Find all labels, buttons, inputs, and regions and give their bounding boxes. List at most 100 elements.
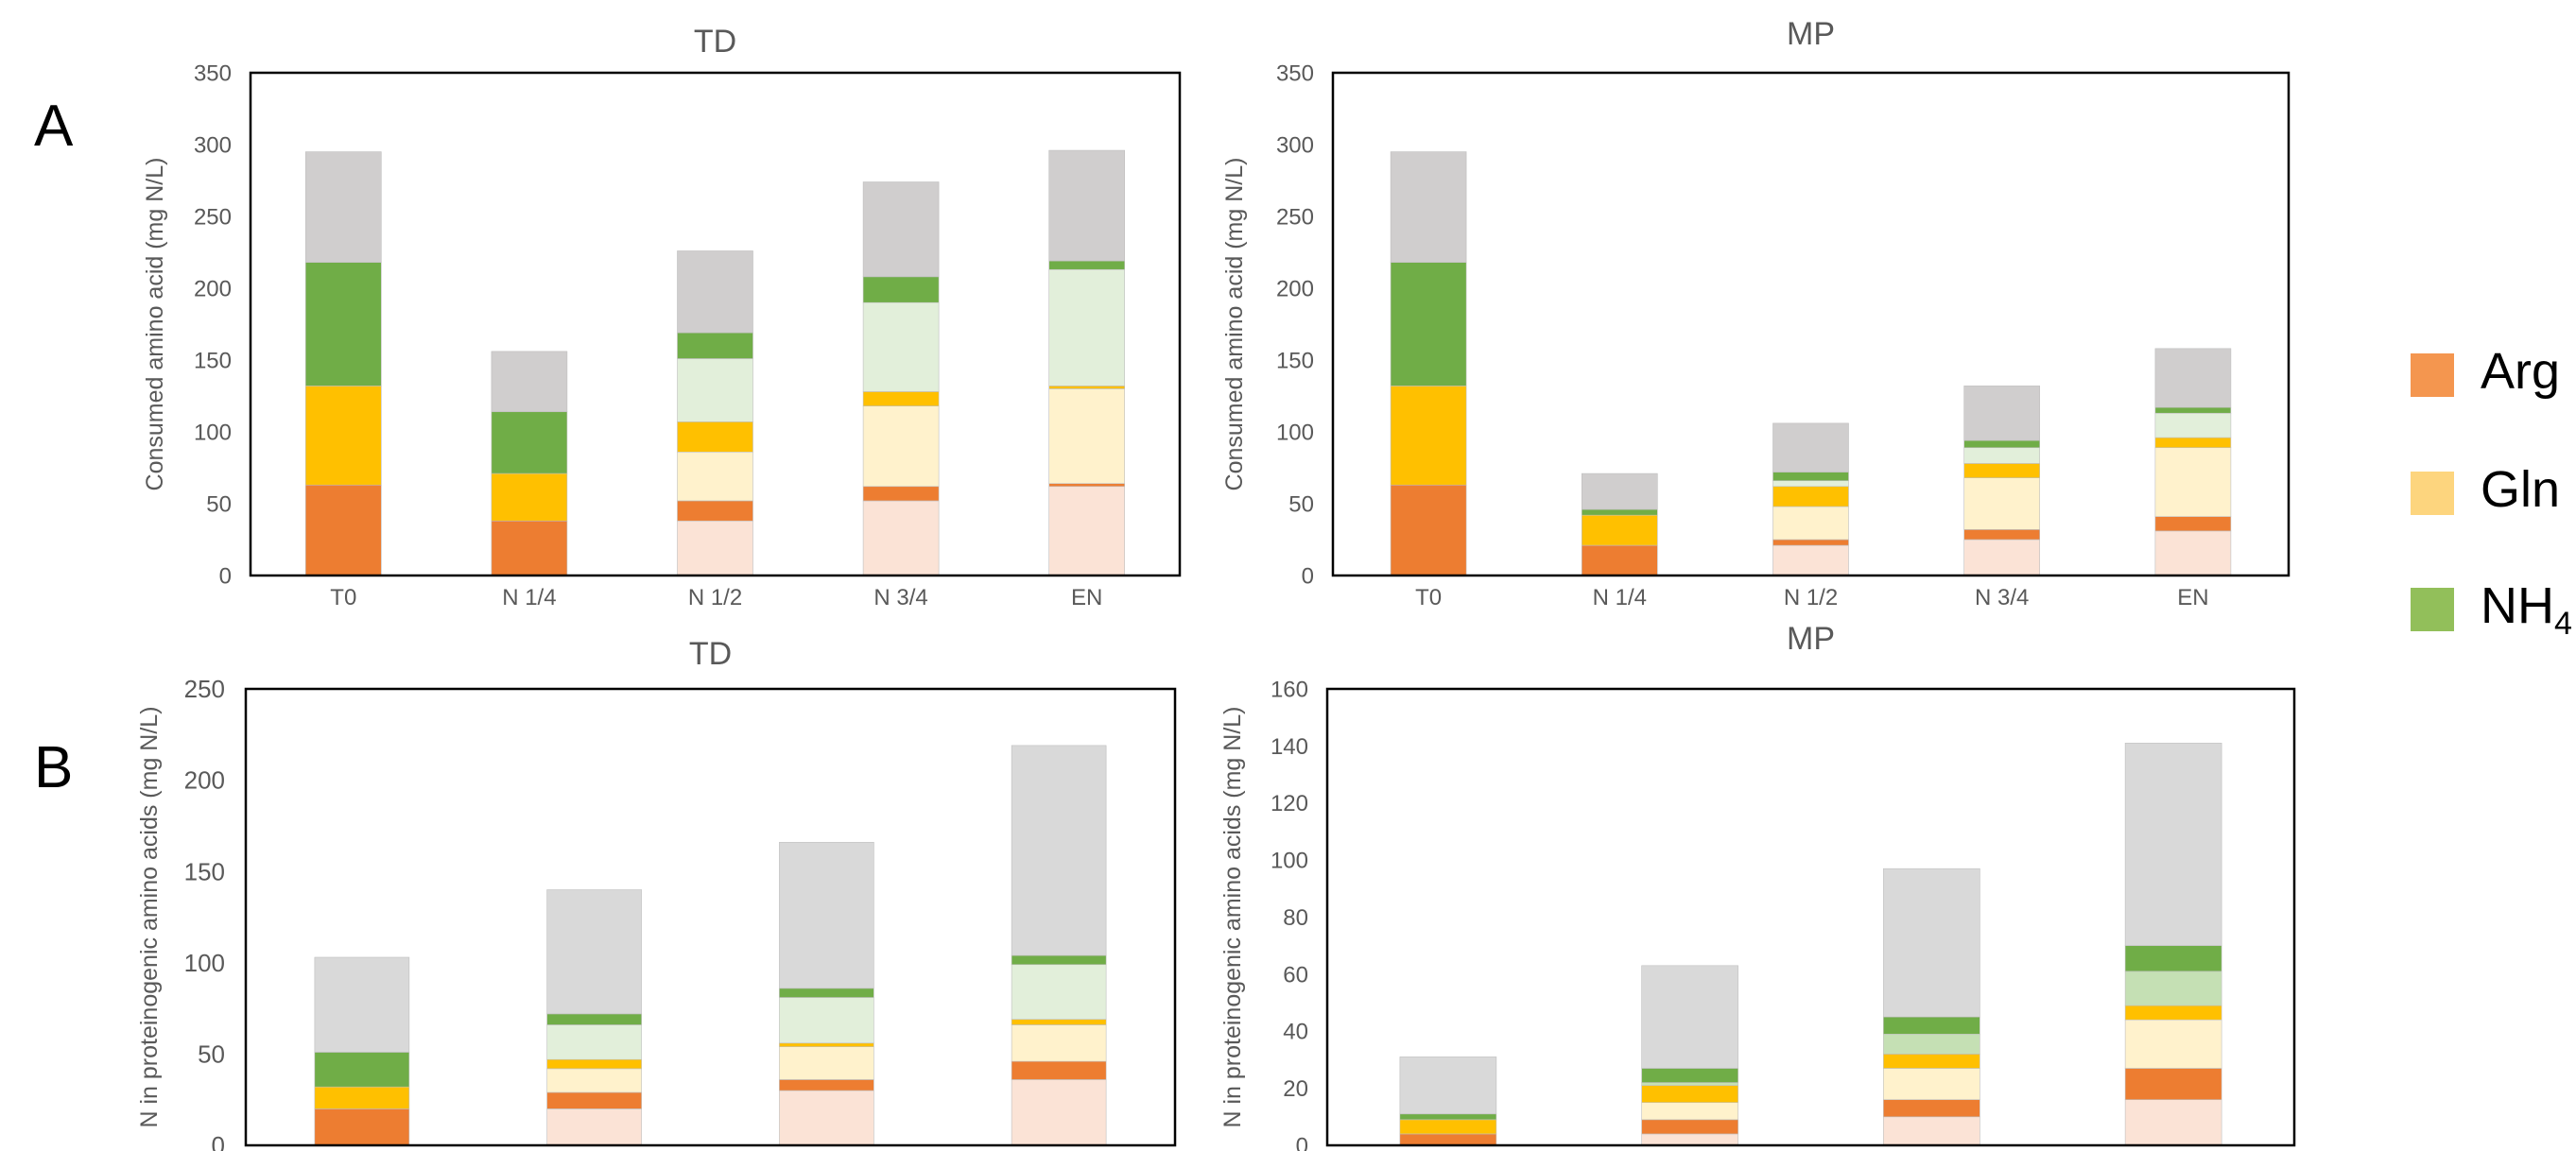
bar-segment-arg_light <box>546 1108 642 1146</box>
y-tick-label: 300 <box>1276 132 1314 158</box>
y-axis-label: Consumed amino acid (mg N/L) <box>142 158 168 491</box>
legend-label-arg: Arg <box>2481 343 2561 400</box>
bar-segment-nh4_light <box>1963 447 2040 464</box>
bar-segment-other <box>1963 386 2040 441</box>
bar-segment-other <box>1011 745 1107 956</box>
legend-item-gln: Gln <box>2411 460 2560 526</box>
bar-segment-nh4 <box>304 262 382 387</box>
bar-segment-gln_light <box>779 1046 874 1080</box>
y-tick-label: 0 <box>212 1131 225 1151</box>
panel-label-b: B <box>34 735 74 800</box>
chart-title: MP <box>1787 16 1835 52</box>
x-tick-label: N 1/2 <box>1784 585 1838 610</box>
bar-segment-nh4_light <box>1883 1033 1980 1055</box>
bar-segment-gln <box>2154 437 2232 449</box>
bar-segment-arg_light <box>1011 1079 1107 1146</box>
y-tick-label: 120 <box>1271 791 1308 816</box>
bar-segment-gln <box>862 391 940 406</box>
bar-segment-gln <box>1641 1085 1738 1104</box>
y-tick-label: 160 <box>1271 677 1308 702</box>
bar-segment-other <box>1883 868 1980 1018</box>
bar-segment-gln <box>1390 386 1467 486</box>
plot-frame <box>1325 687 2296 1147</box>
y-tick-label: 250 <box>194 204 232 230</box>
bar-segment-other <box>1390 151 1467 263</box>
y-tick-label: 0 <box>219 563 232 589</box>
y-tick-label: 50 <box>198 1040 225 1069</box>
y-tick-label: 200 <box>194 276 232 301</box>
y-axis-label: N in proteinogenic amino acids (mg N/L) <box>1219 706 1246 1127</box>
bar-segment-arg <box>2154 516 2232 532</box>
bar-segment-nh4_light <box>1048 268 1125 387</box>
y-tick-label: 150 <box>1276 348 1314 373</box>
bar-segment-nh4 <box>1772 472 1849 481</box>
bar-segment-gln_light <box>1883 1068 1980 1101</box>
x-tick-label: N 1/4 <box>1593 585 1647 610</box>
y-tick-label: 300 <box>194 132 232 158</box>
y-tick-label: 50 <box>1288 491 1314 517</box>
bar-segment-gln <box>491 472 568 522</box>
bar-segment-other <box>1582 472 1658 510</box>
chart-4: 0 20 40 60 80 100 120 140 160 MP N in proteinogeni… <box>1219 621 2296 1151</box>
bar-segment-other <box>862 181 940 278</box>
bar-segment-other <box>546 889 642 1015</box>
bar-segment-arg <box>1048 483 1125 488</box>
chart-2: T0 N 1/4 N 1/2 N 3/4 EN 0 50 100 150 200 250 300 350… <box>1221 16 2291 610</box>
legend-item-nh4: NH4 <box>2411 576 2572 643</box>
bar-segment-arg_light <box>2154 530 2232 576</box>
bar-segment-gln_light <box>1011 1024 1107 1062</box>
bar-segment-gln <box>677 421 753 453</box>
y-tick-label: 250 <box>1276 204 1314 230</box>
bar-segment-gln_light <box>862 405 940 488</box>
bar-segment-arg_light <box>677 520 753 576</box>
bar-segment-gln_light <box>677 451 753 502</box>
chart-title: TD <box>694 24 736 60</box>
bar-segment-arg <box>1582 544 1658 576</box>
bar-segment-nh4 <box>1048 260 1125 270</box>
bar-segment-arg_light <box>1641 1133 1738 1146</box>
x-tick-label: T0 <box>1415 585 1442 610</box>
y-tick-label: 0 <box>1296 1133 1308 1151</box>
bar-segment-nh4_light <box>1641 1082 1738 1086</box>
y-tick-label: 20 <box>1283 1076 1308 1102</box>
bar-segment-other <box>677 250 753 334</box>
bar-segment-arg <box>314 1108 410 1146</box>
y-tick-label: 40 <box>1283 1020 1308 1045</box>
bar-segment-nh4 <box>1390 262 1467 387</box>
x-tick-label: N 1/2 <box>688 585 742 610</box>
x-tick-label: T0 <box>330 585 356 610</box>
bar-segment-nh4 <box>546 1013 642 1025</box>
bar-segment-gln_light <box>2154 447 2232 517</box>
y-tick-label: 50 <box>206 491 232 517</box>
bar-segment-other <box>1048 149 1125 262</box>
y-tick-label: 150 <box>184 857 225 885</box>
bar-segment-other <box>314 956 410 1053</box>
legend-swatch-arg <box>2411 352 2454 397</box>
y-tick-label: 100 <box>1271 849 1308 874</box>
bar-segment-arg_light <box>779 1090 874 1146</box>
bar-segment-nh4 <box>862 276 940 303</box>
bar-segment-arg <box>1772 539 1849 546</box>
bar-segment-nh4 <box>1641 1068 1738 1083</box>
bar-segment-arg <box>2124 1068 2222 1101</box>
y-tick-label: 60 <box>1283 962 1308 988</box>
y-tick-label: 100 <box>1276 420 1314 445</box>
bar-segment-nh4 <box>491 411 568 474</box>
bar-segment-other <box>779 841 874 989</box>
bar-segment-nh4_light <box>1772 480 1849 488</box>
y-tick-label: 200 <box>184 766 225 795</box>
bar-segment-arg_light <box>1883 1116 1980 1146</box>
bar-segment-arg_light <box>862 500 940 576</box>
bar-segment-nh4_light <box>779 997 874 1044</box>
bar-segment-gln_light <box>1963 477 2040 530</box>
chart-title: MP <box>1787 621 1835 657</box>
bar-segment-arg <box>1641 1119 1738 1135</box>
bar-segment-arg <box>1011 1060 1107 1080</box>
y-tick-label: 350 <box>194 60 232 86</box>
bar-segment-gln <box>1011 1019 1107 1025</box>
plot-frame <box>244 687 1177 1147</box>
legend-swatch-nh4 <box>2411 587 2454 631</box>
y-tick-label: 150 <box>194 348 232 373</box>
bar-segment-gln <box>546 1058 642 1070</box>
